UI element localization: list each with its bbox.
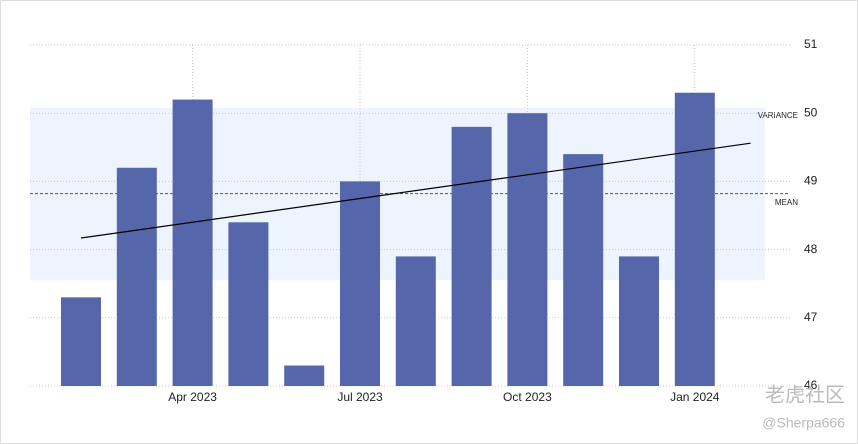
y-tick-label: 51 — [804, 37, 818, 51]
x-tick-label: Oct 2023 — [503, 390, 552, 404]
y-tick-label: 49 — [804, 174, 818, 188]
y-tick-label: 48 — [804, 242, 818, 256]
y-tick-label: 50 — [804, 105, 818, 119]
y-tick-label: 46 — [804, 378, 818, 392]
x-tick-label: Jan 2024 — [670, 390, 720, 404]
bar — [61, 297, 101, 386]
trend-line — [80, 142, 751, 239]
bar — [674, 92, 715, 387]
y-tick-label: 47 — [804, 310, 818, 324]
mean-label: MEAN — [775, 198, 798, 207]
bar — [172, 99, 213, 386]
bar — [395, 256, 436, 386]
bar — [619, 256, 659, 386]
bar — [284, 365, 325, 386]
bar — [563, 154, 604, 386]
bar — [228, 222, 269, 386]
x-tick-label: Apr 2023 — [168, 390, 217, 404]
bar — [451, 126, 492, 386]
watermark-brand: 老虎社区 — [765, 383, 845, 406]
x-tick-label: Jul 2023 — [337, 390, 383, 404]
bar — [507, 113, 548, 386]
watermark-user: @Sherpa666 — [762, 415, 845, 431]
variance-label: VARIANCE — [758, 111, 798, 120]
bar — [116, 167, 157, 386]
bar — [340, 181, 380, 386]
